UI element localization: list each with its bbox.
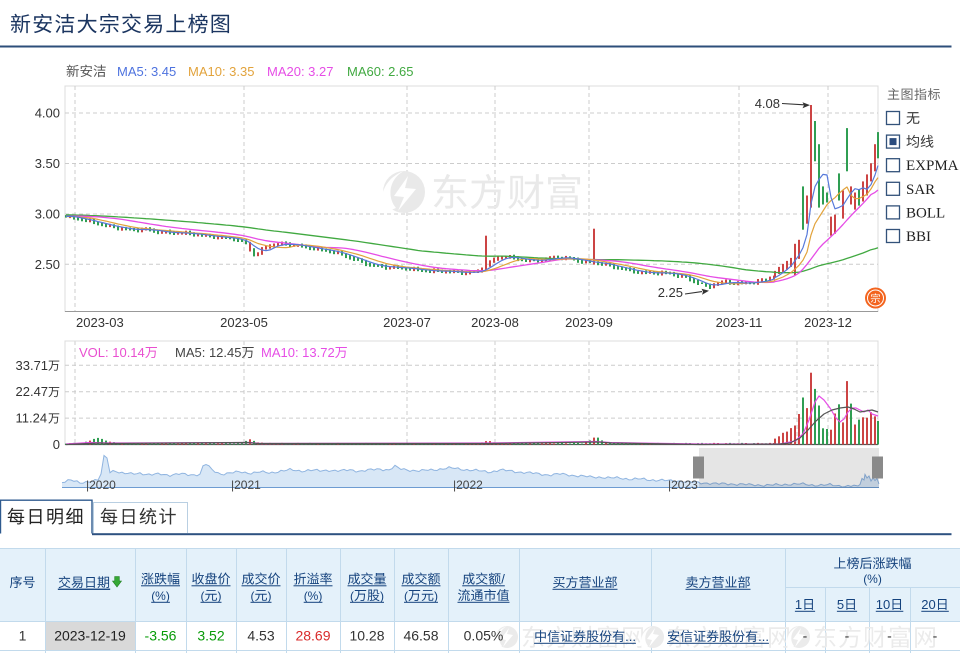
svg-text:-: - [933,628,938,644]
svg-text:-: - [845,628,850,644]
svg-text:/: / [501,572,505,587]
svg-text:4.00: 4.00 [35,106,60,121]
svg-text:33.71: 33.71 [16,358,49,373]
svg-text:11.24: 11.24 [16,411,48,426]
svg-text:0: 0 [53,437,60,452]
svg-text:-: - [803,628,808,644]
svg-text:...: ... [758,629,769,644]
svg-text:-: - [887,628,892,644]
svg-text:28.69: 28.69 [295,628,330,644]
svg-text:22.47: 22.47 [16,384,49,399]
svg-text:): ) [434,589,438,603]
svg-text:(: ( [251,589,255,603]
svg-text:4.53: 4.53 [247,628,274,644]
svg-text:MA10: 13.72: MA10: 13.72 [261,345,335,360]
svg-text:2023-05: 2023-05 [220,315,268,330]
svg-text:(%): (%) [304,589,323,603]
svg-text:46.58: 46.58 [403,628,438,644]
svg-text:|2020: |2020 [86,478,116,492]
svg-text:20: 20 [921,597,935,612]
svg-text:): ) [218,589,222,603]
svg-text:SAR: SAR [906,182,935,198]
svg-text:2023-11: 2023-11 [716,315,763,330]
svg-text:3.00: 3.00 [35,207,60,222]
svg-text:VOL: 10.14: VOL: 10.14 [79,345,145,360]
svg-text:EXPMA: EXPMA [906,158,959,174]
svg-text:MA5: 3.45: MA5: 3.45 [117,64,176,79]
svg-text:2023-09: 2023-09 [565,315,613,330]
svg-text:): ) [268,589,272,603]
svg-text:2023-03: 2023-03 [76,315,124,330]
svg-text:2023-08: 2023-08 [471,315,519,330]
svg-text:|2022: |2022 [453,478,483,492]
svg-text:0.05%: 0.05% [464,628,504,644]
svg-text:(: ( [350,589,354,603]
svg-text:2023-07: 2023-07 [383,315,431,330]
svg-text:10: 10 [876,597,890,612]
svg-text:...: ... [625,629,636,644]
svg-text:2023-12: 2023-12 [804,315,852,330]
svg-text:|2023: |2023 [668,478,698,492]
svg-text:(%): (%) [151,589,170,603]
svg-text:MA5: 12.45: MA5: 12.45 [175,345,242,360]
svg-text:BOLL: BOLL [906,205,945,221]
svg-text:3.50: 3.50 [35,156,60,171]
svg-text:1: 1 [19,628,27,644]
svg-text:2.50: 2.50 [35,257,60,272]
svg-text:(: ( [201,589,205,603]
svg-text:2.25: 2.25 [658,285,683,300]
svg-text:MA10: 3.35: MA10: 3.35 [188,64,255,79]
svg-text:MA20: 3.27: MA20: 3.27 [267,64,334,79]
svg-text:1: 1 [795,597,802,612]
svg-text:4.08: 4.08 [755,96,780,111]
svg-text:-3.56: -3.56 [145,628,177,644]
svg-text:MA60: 2.65: MA60: 2.65 [347,64,414,79]
svg-text:2023-12-19: 2023-12-19 [54,628,126,644]
svg-text:BBI: BBI [906,229,931,245]
svg-text:(: ( [404,589,408,603]
svg-text:): ) [380,589,384,603]
svg-text:5: 5 [837,597,844,612]
svg-text:10.28: 10.28 [349,628,384,644]
svg-text:(%): (%) [863,572,882,586]
svg-text:3.52: 3.52 [197,628,224,644]
svg-text:|2021: |2021 [231,478,261,492]
